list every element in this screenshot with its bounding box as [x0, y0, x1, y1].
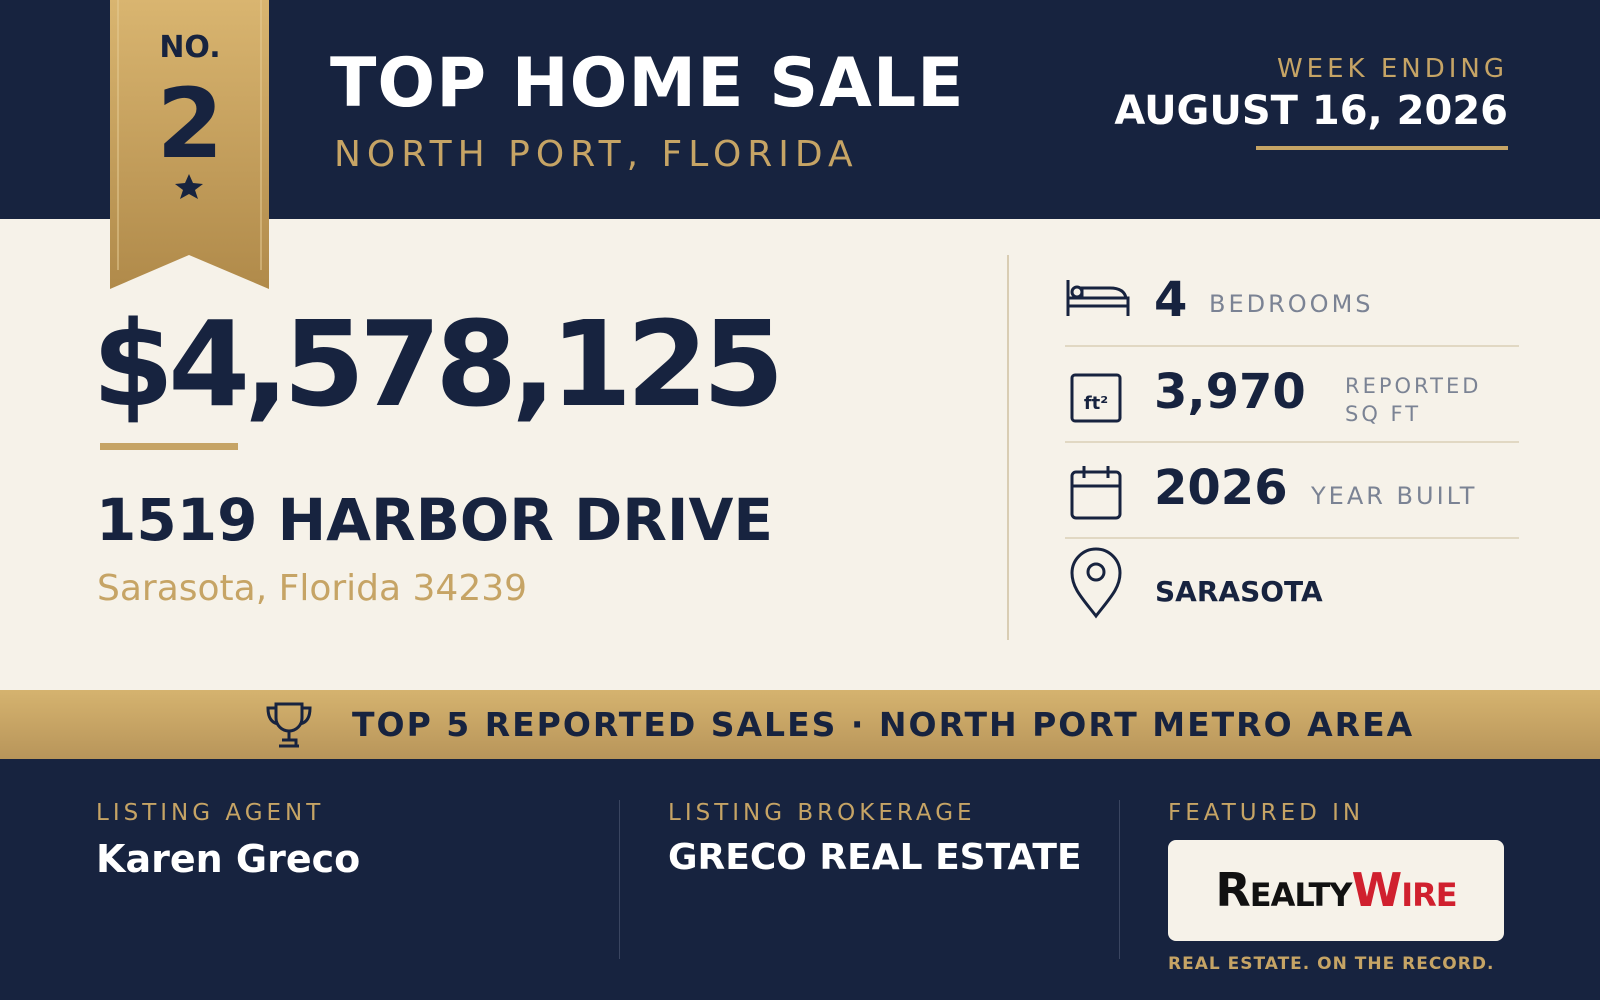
banner-bg — [0, 690, 1600, 759]
brokerage: GRECO REAL ESTATE — [668, 837, 1082, 878]
price: $4,578,125 — [92, 295, 784, 433]
stat-value: 3,970 — [1154, 364, 1306, 420]
rank-ribbon — [110, 0, 269, 289]
trophy-icon — [266, 702, 312, 748]
divider — [1007, 255, 1009, 640]
title: TOP HOME SALE — [330, 44, 965, 123]
logo-part: Realty — [1215, 863, 1352, 917]
stat-value: 4 — [1154, 272, 1188, 328]
week-label: WEEK ENDING — [1276, 54, 1508, 84]
agent: Karen Greco — [96, 837, 361, 881]
rank-prefix: NO. — [159, 30, 221, 65]
stat-value: 2026 — [1154, 460, 1288, 516]
rank: 2 — [156, 68, 224, 180]
row-line — [1065, 345, 1519, 347]
stat-label: BEDROOMS — [1209, 290, 1374, 318]
city: Sarasota, Florida 34239 — [97, 568, 528, 609]
stat-icons — [1066, 280, 1130, 619]
stat-label: REPORTED SQ FT — [1345, 374, 1482, 426]
row-line — [1065, 537, 1519, 539]
banner-text: TOP 5 REPORTED SALES · NORTH PORT METRO … — [352, 705, 1415, 744]
price-underline — [100, 443, 238, 450]
stat-label: YEAR BUILT — [1311, 482, 1478, 510]
row-line — [1065, 441, 1519, 443]
footer-divider — [1119, 800, 1120, 959]
sqft-icon-label: ft² — [1083, 393, 1109, 414]
brokerage-label: LISTING BROKERAGE — [668, 800, 976, 826]
week-date: AUGUST 16, 2026 — [1114, 88, 1508, 134]
featured-label: FEATURED IN — [1168, 800, 1365, 826]
address: 1519 HARBOR DRIVE — [96, 486, 773, 554]
stat-value: SARASOTA — [1155, 575, 1323, 608]
subtitle: NORTH PORT, FLORIDA — [334, 134, 859, 175]
agent-label: LISTING AGENT — [96, 800, 325, 826]
date-underline — [1256, 146, 1508, 150]
logo: RealtyWire — [1168, 840, 1504, 941]
footer-divider — [619, 800, 620, 959]
logo-part: Wire — [1351, 863, 1457, 917]
tagline: REAL ESTATE. ON THE RECORD. — [1168, 954, 1495, 974]
